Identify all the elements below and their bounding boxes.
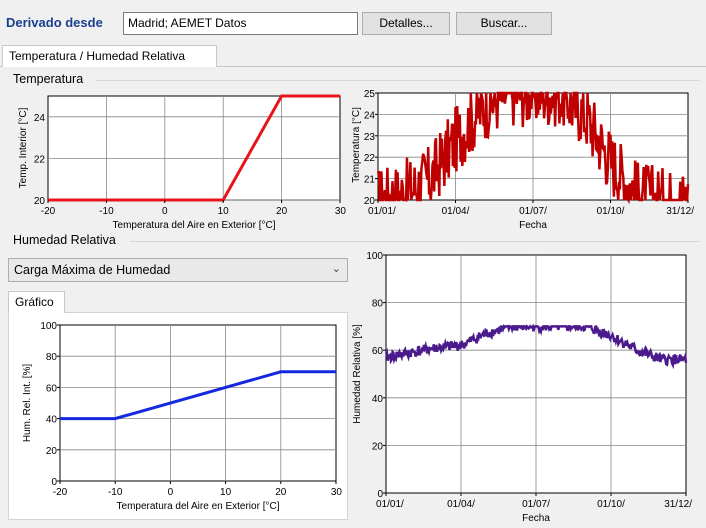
temp-annual-ylabel: Temperatura [°C] — [352, 107, 362, 183]
details-button[interactable]: Detalles... — [362, 12, 450, 35]
hsp-x-tick-label: 0 — [168, 487, 174, 498]
humidity-mode-select[interactable]: Carga Máxima de Humedad ⌄ — [8, 258, 348, 282]
hsp-y-tick-label: 80 — [46, 352, 58, 363]
hsp-y-tick-label: 100 — [40, 321, 57, 332]
han-y-tick-label: 0 — [377, 489, 383, 500]
tan-y-tick-label: 20 — [364, 196, 376, 207]
tsp-y-tick-label: 22 — [34, 154, 46, 165]
subtab-graph[interactable]: Gráfico — [8, 291, 65, 313]
humidity-setpoint-ylabel: Hum. Rel. Int. [%] — [22, 364, 33, 443]
hsp-y-tick-label: 60 — [46, 383, 58, 394]
hsp-x-tick-label: 30 — [331, 487, 343, 498]
tan-x-tick-label: 01/10/ — [597, 206, 625, 217]
han-x-tick-label: 31/12/ — [664, 499, 692, 510]
humidity-annual-chart: 01/01/01/04/01/07/01/10/31/12/ 0 20 40 60 80… — [352, 251, 692, 524]
hsp-x-tick-label: -20 — [53, 487, 68, 498]
search-button[interactable]: Buscar... — [456, 12, 552, 35]
humidity-setpoint-line — [60, 370, 336, 421]
hsp-x-tick-label: 20 — [275, 487, 287, 498]
han-x-tick-label: 01/07/ — [522, 499, 550, 510]
tsp-x-tick-label: 30 — [335, 206, 347, 217]
hsp-y-tick-label: 40 — [46, 415, 58, 426]
tan-x-tick-label: 31/12/ — [666, 206, 694, 217]
tsp-y-tick-label: 24 — [34, 113, 46, 124]
humidity-annual-line — [384, 323, 688, 370]
tan-y-tick-label: 21 — [364, 175, 376, 186]
tsp-x-tick-label: 0 — [162, 206, 168, 217]
humidity-mode-value: Carga Máxima de Humedad — [14, 263, 171, 277]
han-x-tick-label: 01/10/ — [597, 499, 625, 510]
temp-annual-xlabel: Fecha — [519, 220, 547, 231]
han-y-tick-label: 20 — [372, 441, 384, 452]
temp-annual-line — [376, 91, 690, 205]
temp-setpoint-xlabel: Temperatura del Aire en Exterior [°C] — [113, 220, 276, 231]
tab-temp-humidity[interactable]: Temperatura / Humedad Relativa — [2, 45, 217, 67]
tan-y-tick-label: 25 — [364, 89, 376, 100]
tsp-x-tick-label: 20 — [276, 206, 288, 217]
han-x-tick-label: 01/04/ — [447, 499, 475, 510]
hsp-y-tick-label: 0 — [51, 477, 57, 488]
hsp-x-tick-label: 10 — [220, 487, 232, 498]
temp-annual-chart: 01/01/01/04/01/07/01/10/31/12/ 20 21 22 23 2… — [352, 89, 694, 231]
hsp-x-tick-label: -10 — [108, 487, 123, 498]
tan-x-tick-label: 01/04/ — [442, 206, 470, 217]
source-field[interactable]: Madrid; AEMET Datos — [123, 12, 358, 35]
tan-y-tick-label: 23 — [364, 132, 376, 143]
han-y-tick-label: 100 — [366, 251, 383, 262]
tan-x-tick-label: 01/07/ — [519, 206, 547, 217]
tan-x-tick-label: 01/01/ — [368, 206, 396, 217]
humidity-setpoint-chart: -20 -10 0 10 20 30 0 20 40 60 80 100 Temperatura d… — [22, 321, 343, 512]
han-x-tick-label: 01/01/ — [376, 499, 404, 510]
tan-y-tick-label: 22 — [364, 153, 376, 164]
tsp-y-tick-label: 20 — [34, 196, 46, 207]
tsp-x-tick-label: -10 — [99, 206, 114, 217]
tsp-x-tick-label: -20 — [41, 206, 56, 217]
humidity-setpoint-xlabel: Temperatura del Aire en Exterior [°C] — [117, 501, 280, 512]
han-y-tick-label: 60 — [372, 346, 384, 357]
temp-setpoint-line — [48, 94, 340, 202]
temp-setpoint-ylabel: Temp. Interior [°C] — [18, 107, 29, 188]
chevron-down-icon: ⌄ — [331, 263, 341, 275]
humidity-group-divider — [130, 241, 700, 242]
humidity-group-title: Humedad Relativa — [13, 233, 116, 247]
temperature-group-title: Temperatura — [13, 72, 84, 86]
humidity-annual-ylabel: Humedad Relativa [%] — [352, 324, 363, 424]
temperature-group-divider — [96, 80, 700, 81]
humidity-annual-xlabel: Fecha — [522, 513, 550, 524]
tan-y-tick-label: 24 — [364, 110, 376, 121]
tsp-x-tick-label: 10 — [218, 206, 230, 217]
han-y-tick-label: 40 — [372, 394, 384, 405]
temp-setpoint-chart: -20 -10 0 10 20 30 20 22 24 Temperatura del Air… — [18, 94, 347, 231]
hsp-y-tick-label: 20 — [46, 446, 58, 457]
derived-from-label: Derivado desde — [6, 15, 103, 30]
han-y-tick-label: 80 — [372, 299, 384, 310]
